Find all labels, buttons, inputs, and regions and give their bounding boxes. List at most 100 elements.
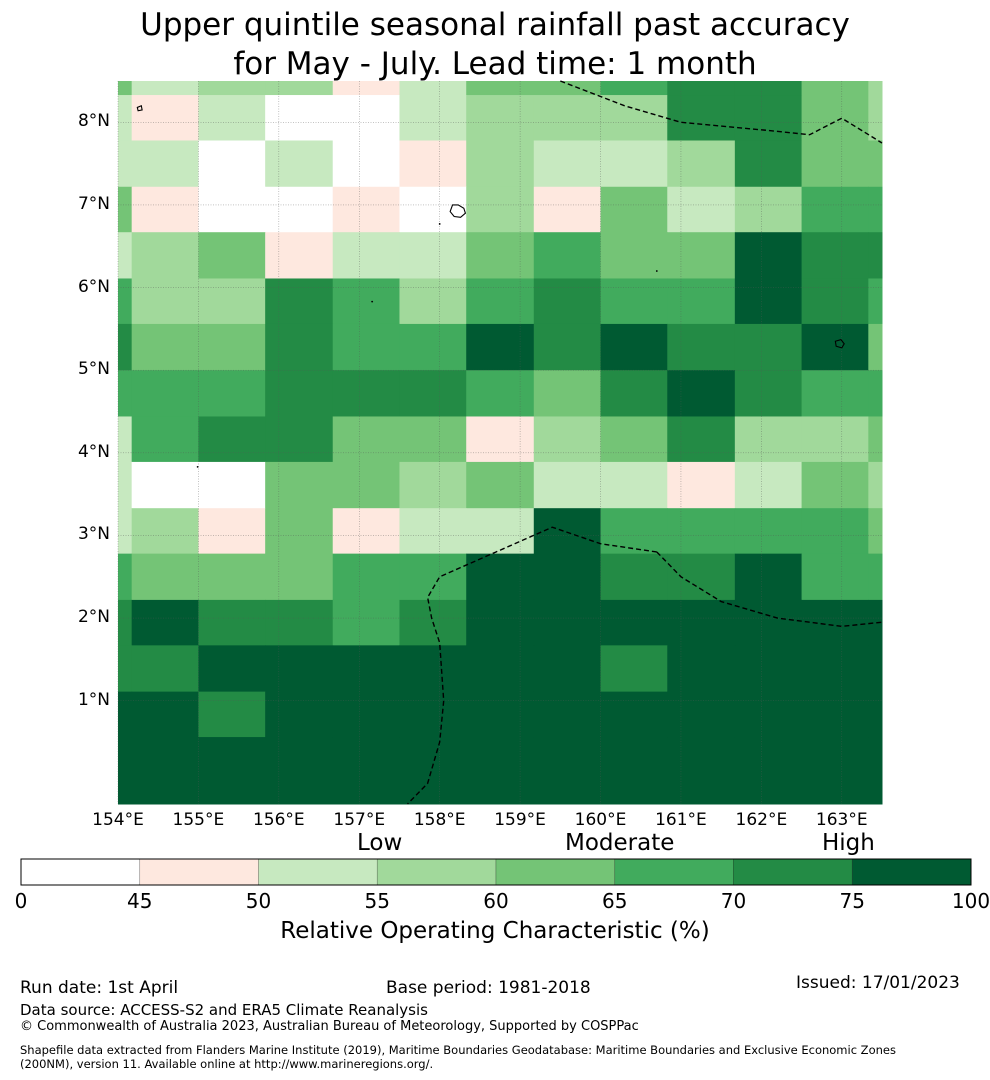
- legend-moderate-label: Moderate: [565, 830, 675, 856]
- islet-dot: [438, 223, 441, 225]
- grid-cell: [332, 186, 400, 233]
- grid-cell: [667, 416, 736, 463]
- lon-label: 161°E: [655, 810, 707, 830]
- grid-cell: [868, 461, 883, 509]
- grid-cell: [600, 140, 668, 188]
- colorbar-tick-label: 100: [951, 889, 990, 913]
- grid-cell: [131, 508, 199, 555]
- grid-cell: [667, 370, 736, 417]
- grid-cell: [734, 81, 803, 96]
- grid-cell: [118, 140, 133, 188]
- colorbar-tick-label: 55: [364, 889, 390, 913]
- grid-cell: [533, 95, 602, 141]
- grid-cell: [399, 645, 467, 693]
- colorbar-segment: [139, 858, 259, 886]
- grid-cell: [131, 461, 199, 509]
- grid-cell: [332, 691, 400, 738]
- colorbar-title: Relative Operating Characteristic (%): [280, 918, 710, 944]
- map-title-line-1: Upper quintile seasonal rainfall past ac…: [140, 7, 850, 43]
- grid-cell: [265, 370, 334, 417]
- grid-cell: [801, 508, 869, 555]
- map-title-line-2: for May - July. Lead time: 1 month: [233, 46, 757, 82]
- grid-cell: [332, 416, 400, 463]
- grid-cell: [265, 232, 334, 279]
- grid-cell: [399, 737, 467, 805]
- lon-label: 158°E: [413, 810, 466, 830]
- grid-cell: [265, 691, 334, 738]
- grid-cell: [399, 416, 467, 463]
- grid-cell: [466, 278, 535, 325]
- grid-cell: [734, 232, 803, 279]
- grid-cell: [131, 186, 199, 233]
- grid-cell: [118, 737, 133, 805]
- grid-cell: [533, 599, 602, 646]
- grid-cell: [868, 645, 883, 693]
- island-outline: [834, 338, 845, 349]
- grid-cell: [399, 232, 467, 279]
- legend-low-label: Low: [357, 830, 403, 856]
- colorbar-segment: [733, 858, 853, 886]
- grid-cell: [600, 81, 668, 96]
- grid-cell: [332, 370, 400, 417]
- grid-cell: [466, 323, 535, 371]
- grid-cell: [265, 416, 334, 463]
- grid-cell: [600, 645, 668, 693]
- grid-cell: [466, 737, 535, 805]
- grid-cell: [600, 370, 668, 417]
- grid-cell: [734, 508, 803, 555]
- grid-cell: [265, 553, 334, 601]
- grid-cell: [399, 508, 467, 555]
- grid-cell: [118, 95, 133, 141]
- grid-cell: [332, 599, 400, 646]
- grid-cell: [198, 95, 266, 141]
- grid-cell: [533, 81, 602, 96]
- grid-cell: [131, 599, 199, 646]
- grid-cell: [332, 323, 400, 371]
- grid-cell: [734, 737, 803, 805]
- grid-cell: [868, 278, 883, 325]
- grid-cell: [734, 691, 803, 738]
- grid-cell: [600, 508, 668, 555]
- grid-cell: [131, 81, 199, 96]
- colorbar-segment: [495, 858, 616, 886]
- grid-cell: [131, 95, 199, 141]
- grid-cell: [466, 232, 535, 279]
- colorbar-outline: [20, 858, 972, 886]
- grid-cell: [131, 323, 199, 371]
- base-period: Base period: 1981-2018: [386, 978, 591, 998]
- grid-cell: [868, 553, 883, 601]
- grid-cell: [198, 186, 266, 233]
- grid-cell: [198, 416, 266, 463]
- grid-cell: [399, 81, 467, 96]
- grid-cell: [734, 645, 803, 693]
- grid-cell: [600, 737, 668, 805]
- grid-cell: [533, 323, 602, 371]
- grid-cell: [466, 691, 535, 738]
- grid-cell: [801, 645, 869, 693]
- grid-cell: [118, 508, 133, 555]
- grid-cell: [265, 323, 334, 371]
- grid-cell: [667, 508, 736, 555]
- lon-label: 162°E: [735, 810, 788, 830]
- grid-cell: [332, 553, 400, 601]
- grid-cell: [131, 737, 199, 805]
- grid-cell: [131, 553, 199, 601]
- grid-cell: [734, 95, 803, 141]
- grid-cell: [198, 370, 266, 417]
- colorbar-tick-label: 60: [483, 889, 509, 913]
- grid-cell: [868, 737, 883, 805]
- grid-cell: [399, 278, 467, 325]
- grid-cell: [667, 81, 736, 96]
- islet-dot: [655, 270, 658, 272]
- grid-cell: [399, 95, 467, 141]
- grid-cell: [198, 553, 266, 601]
- grid-cell: [118, 553, 133, 601]
- grid-cell: [801, 553, 869, 601]
- lon-label: 163°E: [815, 810, 868, 830]
- grid-cell: [466, 95, 535, 141]
- grid-cell: [265, 95, 334, 141]
- grid-cell: [734, 186, 803, 233]
- grid-cell: [600, 278, 668, 325]
- grid-cell: [667, 323, 736, 371]
- grid-cell: [399, 691, 467, 738]
